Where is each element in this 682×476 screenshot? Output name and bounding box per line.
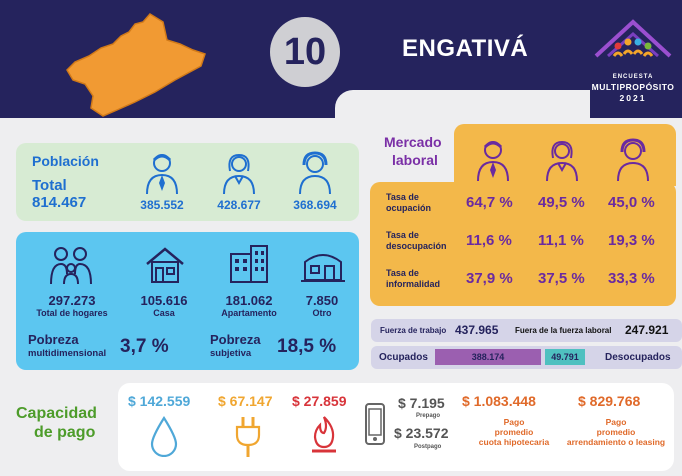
poblacion-total-value: 814.467 [32,194,87,211]
fuerza-trabajo-label: Fuerza de trabajo [380,326,447,335]
row-ocupacion-label: Tasa de ocupación [386,192,432,213]
pobreza-multi-sub: multidimensional [28,348,107,359]
desocupacion-men: 11,6 % [466,232,512,249]
pobreza-subj-title: Pobreza [210,332,261,347]
desocupacion-other: 19,3 % [608,232,655,249]
mobile-phone-icon [365,403,385,445]
logo-houses-icon [594,19,672,58]
pobreza-subj-value: 18,5 % [277,336,337,357]
desocupacion-women: 11,1 % [538,232,584,249]
survey-logo: ENCUESTA MULTIPROPÓSITO 2021 [588,12,678,110]
poblacion-total-label: Total [32,177,67,194]
postpago-value: $ 23.572 [394,425,449,441]
pobreza-multi-value: 3,7 % [120,336,169,357]
poblacion-title: Población [32,153,99,169]
mercado-title-bg [370,124,454,182]
man-icon [146,154,178,195]
row-desocupacion-label: Tasa de desocupación [386,230,447,251]
pobreza-subj-sub: subjetiva [210,348,252,359]
prepago-label: Prepago [416,413,441,419]
poblacion-men-value: 385.552 [140,198,184,212]
fuerza-trabajo-panel: Fuerza de trabajo 437.965 Fuera de la fu… [371,319,682,371]
hogares-casa-value: 105.616 [140,293,188,308]
informalidad-men: 37,9 % [466,270,513,287]
mercado-body-bg [370,182,676,306]
hogares-otro-value: 7.850 [305,293,339,308]
fuerza-trabajo-value: 437.965 [455,323,499,337]
gas-flame-icon [312,416,336,453]
logo-line1: ENCUESTA [612,74,654,80]
fuera-fuerza-label: Fuera de la fuerza laboral [515,326,612,335]
pobreza-multi-title: Pobreza [28,332,79,347]
informalidad-women: 37,5 % [538,270,585,287]
house-icon [146,247,184,283]
arriendo-label: Pago promedio arrendamiento o leasing [566,417,666,447]
prepago-value: $ 7.195 [398,395,445,411]
hogares-panel: 297.273 Total de hogares 105.616 Casa 18… [16,232,359,370]
poblacion-women-value: 428.677 [217,198,261,212]
hipoteca-value: $ 1.083.448 [462,393,536,409]
hogares-total-value: 297.273 [48,293,96,308]
hogares-apto-value: 181.062 [225,293,273,308]
postpago-label: Postpago [414,444,442,450]
capacidad-panel: $ 142.559 $ 67.147 $ 27.859 $ 7.195 Prep… [118,383,674,471]
woman-icon [546,140,578,182]
ocupacion-men: 64,7 % [466,194,513,211]
person-other-icon [299,151,331,195]
ocupacion-other: 45,0 % [608,194,655,211]
locality-title: ENGATIVÁ [402,35,529,62]
energia-value: $ 67.147 [218,393,273,409]
ocupados-bar: 388.174 [435,349,541,365]
gas-value: $ 27.859 [292,393,347,409]
informalidad-other: 33,3 % [608,270,655,287]
locality-number-badge: 10 [270,17,340,87]
woman-icon [223,153,255,195]
mercado-laboral-panel: Mercado laboral Tasa de ocupación Tasa de… [370,124,676,306]
hogares-apto-label: Apartamento [221,308,277,318]
mercado-title-1: Mercado [384,134,442,150]
logo-line2: MULTIPROPÓSITO [591,82,675,92]
family-icon [50,247,92,285]
hogares-total-label: Total de hogares [36,308,108,318]
ocupados-bar-track: 388.174 49.791 [435,349,601,365]
apartment-building-icon [230,245,268,283]
poblacion-panel: Población Total 814.467 385.552 428.677 … [16,143,359,221]
mercado-title-2: laboral [392,152,438,168]
person-other-icon [617,138,649,182]
other-dwelling-icon [301,254,345,282]
man-icon [477,141,509,182]
desocupados-bar: 49.791 [545,349,585,365]
capacidad-title: Capacidad de pago [16,405,97,441]
water-drop-icon [150,415,178,457]
logo-line3: 2021 [619,93,647,103]
electric-plug-icon [235,417,261,457]
hogares-otro-label: Otro [312,308,332,318]
desocupados-label: Desocupados [605,352,671,363]
locality-map-icon [66,13,206,117]
agua-value: $ 142.559 [128,393,191,409]
ocupacion-women: 49,5 % [538,194,585,211]
hipoteca-label: Pago promedio cuota hipotecaria [478,417,550,447]
poblacion-other-value: 368.694 [293,198,337,212]
arriendo-value: $ 829.768 [578,393,641,409]
row-informalidad-label: Tasa de informalidad [386,268,441,289]
fuera-fuerza-value: 247.921 [625,323,669,337]
header-notch [335,90,590,120]
ocupados-label: Ocupados [379,352,428,363]
fuerza-top-row [371,319,682,342]
hogares-casa-label: Casa [153,308,175,318]
